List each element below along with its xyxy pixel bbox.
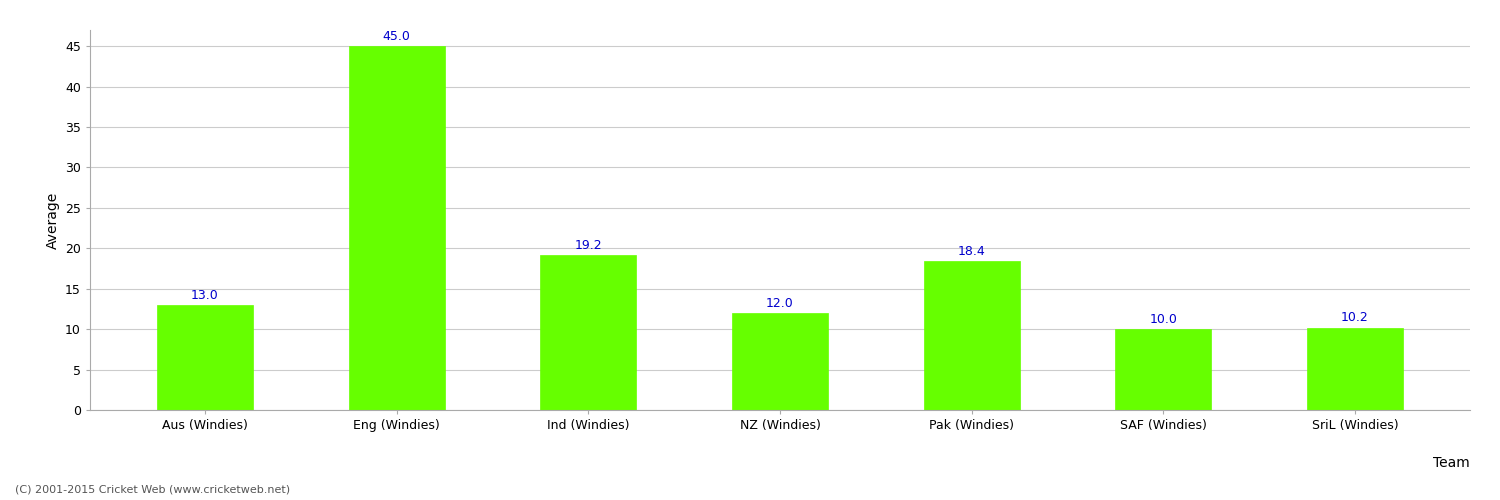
Text: 18.4: 18.4: [958, 245, 986, 258]
Text: 12.0: 12.0: [766, 296, 794, 310]
Bar: [924, 261, 1020, 410]
Text: 10.2: 10.2: [1341, 312, 1370, 324]
Text: Team: Team: [1434, 456, 1470, 469]
Bar: [732, 313, 828, 410]
Text: (C) 2001-2015 Cricket Web (www.cricketweb.net): (C) 2001-2015 Cricket Web (www.cricketwe…: [15, 485, 290, 495]
Bar: [348, 46, 444, 410]
Text: 10.0: 10.0: [1149, 313, 1178, 326]
Bar: [1116, 329, 1212, 410]
Bar: [540, 255, 636, 410]
Text: 45.0: 45.0: [382, 30, 411, 43]
Bar: [158, 305, 254, 410]
Text: 13.0: 13.0: [190, 288, 219, 302]
Bar: [1306, 328, 1402, 410]
Y-axis label: Average: Average: [45, 192, 60, 248]
Text: 19.2: 19.2: [574, 238, 602, 252]
